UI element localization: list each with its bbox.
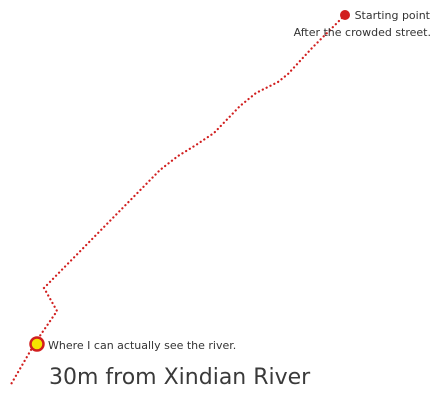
river-point-note: Where I can actually see the river.: [48, 339, 237, 352]
distance-caption: 30m from Xindian River: [49, 365, 311, 390]
start-point-note: After the crowded street.: [293, 26, 431, 39]
start-point-label: Starting point: [354, 9, 430, 22]
start-dot-icon: [340, 10, 350, 20]
river-marker-icon: [29, 336, 45, 352]
route-path: [8, 13, 347, 388]
